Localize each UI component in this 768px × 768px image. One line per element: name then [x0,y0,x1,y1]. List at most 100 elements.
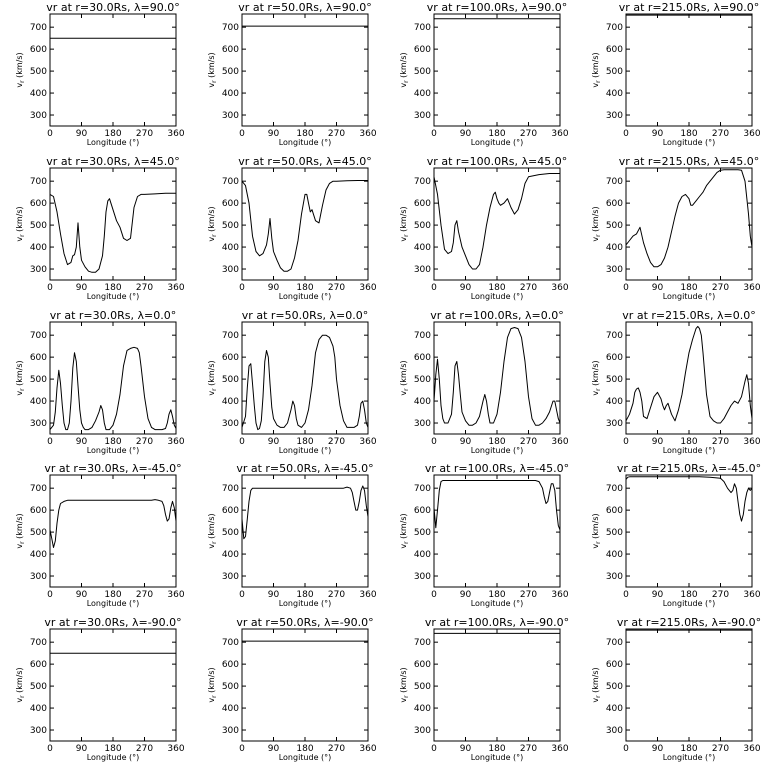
plot-frame [49,13,177,127]
y-tick-label: 400 [606,89,623,99]
plot-frame [241,628,369,742]
panel-title: vr at r=100.0Rs, λ=-45.0° [425,462,569,475]
x-tick-label: 90 [76,129,88,139]
y-tick-label: 600 [30,353,47,363]
x-tick-label: 90 [76,283,88,293]
y-tick-label: 700 [30,177,47,187]
panel-title: vr at r=30.0Rs, λ=-45.0° [44,462,181,475]
x-axis-label: Longitude (°) [471,753,524,762]
y-tick-label: 300 [606,726,623,736]
y-tick-label: 300 [414,265,431,275]
y-axis-label: vr (km/s) [399,52,410,87]
y-tick-label: 600 [606,353,623,363]
x-tick-label: 180 [680,590,697,600]
y-tick-label: 500 [606,375,623,385]
x-tick-label: 360 [551,283,568,293]
y-tick-label: 300 [222,572,239,582]
y-tick-label: 500 [222,682,239,692]
series-line [625,169,753,268]
y-tick-label: 500 [222,221,239,231]
x-tick-label: 0 [623,129,629,139]
y-tick-label: 400 [30,397,47,407]
series-line [49,499,177,548]
y-tick-label: 400 [414,89,431,99]
y-tick-label: 500 [414,528,431,538]
x-tick-label: 180 [296,590,313,600]
x-tick-label: 0 [47,437,53,447]
y-tick-label: 500 [414,221,431,231]
series-line [433,480,561,531]
panel-3: vr at r=100.0Rs, λ=90.0° 0 90 180 270 360 300 4… [399,1,569,147]
y-tick-label: 500 [222,528,239,538]
y-axis-label: vr (km/s) [591,206,602,241]
plot-frame [625,474,753,588]
x-axis-label: Longitude (°) [663,446,716,455]
plot-frame [49,474,177,588]
y-tick-label: 500 [414,67,431,77]
x-tick-label: 270 [328,129,345,139]
x-tick-label: 360 [359,437,376,447]
y-tick-label: 300 [222,726,239,736]
x-tick-label: 270 [328,590,345,600]
panel-title: vr at r=50.0Rs, λ=-45.0° [236,462,373,475]
x-tick-label: 180 [296,744,313,754]
x-tick-label: 270 [136,744,153,754]
x-tick-label: 270 [712,744,729,754]
y-tick-label: 400 [30,550,47,560]
panel-title: vr at r=50.0Rs, λ=90.0° [238,1,371,14]
x-tick-label: 90 [652,129,664,139]
x-tick-label: 270 [712,129,729,139]
x-tick-label: 360 [167,590,184,600]
panel-13: vr at r=30.0Rs, λ=-45.0° 0 90 180 270 360 300 4… [15,462,185,608]
y-tick-label: 500 [606,682,623,692]
x-tick-label: 0 [431,283,437,293]
x-axis-label: Longitude (°) [87,599,140,608]
series-line [433,327,561,426]
y-tick-label: 300 [222,265,239,275]
y-axis-label: vr (km/s) [207,513,218,548]
y-axis-label: vr (km/s) [591,667,602,702]
x-tick-label: 270 [520,129,537,139]
x-axis-label: Longitude (°) [471,138,524,147]
x-tick-label: 360 [551,744,568,754]
y-tick-label: 300 [30,572,47,582]
panel-title: vr at r=215.0Rs, λ=45.0° [619,155,759,168]
y-tick-label: 700 [606,484,623,494]
series-line [241,485,369,540]
plot-frame [433,474,561,588]
y-tick-label: 600 [414,199,431,209]
y-tick-label: 600 [606,506,623,516]
x-tick-label: 360 [167,283,184,293]
x-tick-label: 0 [623,590,629,600]
y-tick-label: 300 [606,111,623,121]
y-tick-label: 600 [606,660,623,670]
x-tick-label: 90 [268,437,280,447]
panel-title: vr at r=30.0Rs, λ=45.0° [46,155,179,168]
x-tick-label: 180 [104,437,121,447]
x-tick-label: 360 [359,744,376,754]
x-tick-label: 360 [743,129,760,139]
y-tick-label: 700 [30,638,47,648]
x-tick-label: 0 [239,283,245,293]
panel-4: vr at r=215.0Rs, λ=90.0° 0 90 180 270 360 300 4… [591,1,761,147]
y-axis-label: vr (km/s) [207,360,218,395]
x-axis-label: Longitude (°) [87,753,140,762]
x-tick-label: 90 [268,590,280,600]
y-tick-label: 500 [606,67,623,77]
y-tick-label: 300 [222,111,239,121]
panel-9: vr at r=30.0Rs, λ=0.0° 0 90 180 270 360 300 400… [15,309,185,455]
y-tick-label: 400 [222,704,239,714]
y-tick-label: 700 [414,484,431,494]
y-tick-label: 400 [414,397,431,407]
panel-19: vr at r=100.0Rs, λ=-90.0° 0 90 180 270 360 300… [399,616,569,762]
y-tick-label: 600 [30,506,47,516]
y-tick-label: 500 [606,528,623,538]
y-tick-label: 300 [414,572,431,582]
plot-frame [625,167,753,281]
y-tick-label: 300 [414,726,431,736]
panel-title: vr at r=215.0Rs, λ=-45.0° [617,462,761,475]
x-tick-label: 0 [623,283,629,293]
x-tick-label: 180 [680,744,697,754]
y-tick-label: 400 [222,397,239,407]
x-tick-label: 180 [296,437,313,447]
